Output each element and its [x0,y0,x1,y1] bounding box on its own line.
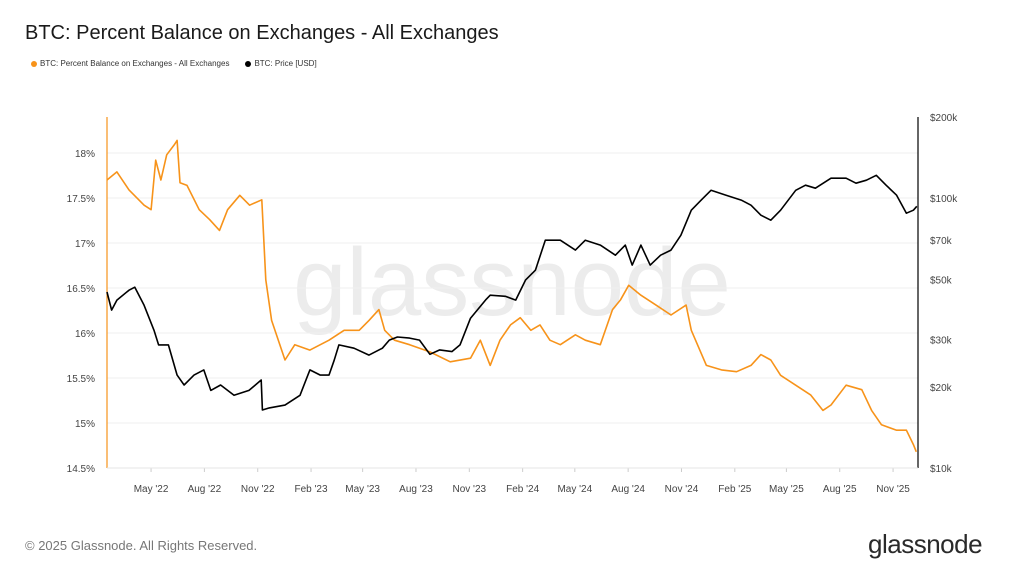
x-tick-label: Feb '23 [295,484,328,495]
legend-dot-black-icon [245,60,252,67]
y-right-tick-label: $20k [930,383,953,394]
y-left-tick-label: 14.5% [67,464,95,475]
x-tick-label: Aug '25 [823,484,857,495]
x-tick-label: Aug '22 [188,484,222,495]
x-tick-label: Aug '24 [611,484,645,495]
y-left-tick-label: 16.5% [67,284,95,295]
y-right-tick-label: $100k [930,194,958,205]
series-line-price [106,174,918,411]
x-tick-label: Feb '24 [506,484,539,495]
y-left-tick-label: 18% [75,149,95,160]
x-tick-label: Nov '24 [665,484,699,495]
legend: BTC: Percent Balance on Exchanges - All … [31,59,317,68]
x-tick-label: May '23 [345,484,380,495]
legend-item-balance[interactable]: BTC: Percent Balance on Exchanges - All … [31,59,229,68]
chart-title: BTC: Percent Balance on Exchanges - All … [25,22,499,44]
legend-label-balance: BTC: Percent Balance on Exchanges - All … [40,59,230,68]
x-tick-label: May '24 [557,484,592,495]
copyright: © 2025 Glassnode. All Rights Reserved. [25,538,258,553]
y-right-tick-label: $30k [930,335,953,346]
x-tick-label: May '25 [769,484,804,495]
watermark: glassnode [293,229,731,336]
y-left-tick-label: 15% [75,419,95,430]
y-right-tick-label: $70k [930,236,953,247]
y-left-tick-label: 17% [75,239,95,250]
y-left-tick-label: 16% [75,329,95,340]
x-tick-label: Nov '22 [241,484,275,495]
series-line-balance [106,139,918,453]
y-right-tick-label: $10k [930,464,953,475]
x-tick-label: Nov '25 [876,484,910,495]
legend-label-price: BTC: Price [USD] [254,59,317,68]
x-tick-label: Feb '25 [718,484,751,495]
legend-item-price[interactable]: BTC: Price [USD] [245,59,317,68]
legend-dot-orange-icon [31,60,37,67]
x-tick-label: Nov '23 [453,484,487,495]
x-tick-label: Aug '23 [399,484,433,495]
y-right-tick-label: $200k [930,113,958,124]
y-right-tick-label: $50k [930,275,953,286]
glassnode-logo: glassnode [868,529,983,559]
y-left-tick-label: 17.5% [67,194,95,205]
y-left-tick-label: 15.5% [67,374,95,385]
x-tick-label: May '22 [134,484,169,495]
